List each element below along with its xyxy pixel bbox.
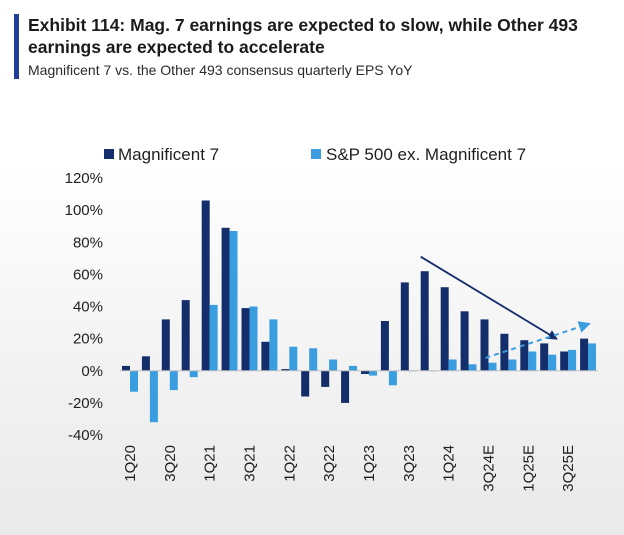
bar-magnificent-7-2q23 <box>380 321 389 371</box>
chart-title: Exhibit 114: Mag. 7 earnings are expecte… <box>28 14 624 58</box>
bar-magnificent-7-3q22 <box>321 370 330 387</box>
chart-header: Exhibit 114: Mag. 7 earnings are expecte… <box>14 14 624 79</box>
bar-sp500-ex-mag7-2q23 <box>388 370 397 386</box>
chart-title-line-2: earnings are expected to accelerate <box>28 37 325 57</box>
bar-sp500-ex-mag7-2q21 <box>229 231 238 371</box>
bar-sp500-ex-mag7-3q20 <box>169 370 178 391</box>
bar-magnificent-7-4q21 <box>261 341 270 371</box>
bar-sp500-ex-mag7-2q25e <box>548 354 557 371</box>
bar-magnificent-7-3q25e <box>560 351 569 371</box>
bar-sp500-ex-mag7-2q22 <box>309 348 318 371</box>
bar-sp500-ex-mag7-4q20 <box>189 370 198 378</box>
y-tick-label: 20% <box>73 331 103 348</box>
y-tick-label: 120% <box>65 170 103 187</box>
bar-sp500-ex-mag7-4q25e <box>588 343 596 371</box>
bar-sp500-ex-mag7-2q24 <box>468 364 477 371</box>
bar-magnificent-7-2q24 <box>460 311 469 371</box>
bar-sp500-ex-mag7-4q24e <box>508 359 517 371</box>
legend-swatch <box>311 149 321 159</box>
bar-magnificent-7-1q24 <box>440 287 449 371</box>
x-tick-label: 1Q25E <box>520 445 537 492</box>
x-tick-label: 3Q25E <box>560 445 577 492</box>
bar-sp500-ex-mag7-4q22 <box>349 365 357 371</box>
y-tick-label: 80% <box>73 234 103 251</box>
bar-sp500-ex-mag7-3q24e <box>488 362 497 371</box>
bar-sp500-ex-mag7-4q21 <box>269 319 278 371</box>
bar-magnificent-7-1q21 <box>201 200 210 371</box>
bar-sp500-ex-mag7-1q21 <box>209 304 218 371</box>
bar-magnificent-7-3q21 <box>241 308 250 371</box>
legend-label: Magnificent 7 <box>118 145 219 164</box>
chart-subtitle: Magnificent 7 vs. the Other 493 consensu… <box>28 62 413 78</box>
bar-magnificent-7-1q20 <box>122 365 130 371</box>
bar-sp500-ex-mag7-1q24 <box>448 359 457 371</box>
x-tick-label: 1Q21 <box>202 445 219 482</box>
bar-magnificent-7-4q20 <box>181 300 190 371</box>
y-tick-label: 60% <box>73 266 103 283</box>
bar-sp500-ex-mag7-3q21 <box>249 306 258 371</box>
y-tick-label: 100% <box>65 202 103 219</box>
bar-sp500-ex-mag7-1q20 <box>130 370 138 392</box>
y-tick-label: 0% <box>81 363 103 380</box>
bar-magnificent-7-3q20 <box>161 319 170 371</box>
legend-label: S&P 500 ex. Magnificent 7 <box>326 145 526 164</box>
bar-magnificent-7-2q22 <box>301 370 310 397</box>
legend-swatch <box>104 149 114 159</box>
x-tick-label: 3Q24E <box>480 445 497 492</box>
y-axis: 120% 100% 80% 60% 40% 20% 0% -20% -40% <box>65 170 103 444</box>
bar-magnificent-7-3q24e <box>480 319 489 371</box>
bar-magnificent-7-4q25e <box>580 338 589 371</box>
chart-title-line-1: Exhibit 114: Mag. 7 earnings are expecte… <box>28 15 578 35</box>
bar-sp500-ex-mag7-1q23 <box>369 370 377 376</box>
bar-sp500-ex-mag7-3q22 <box>329 359 338 371</box>
chart-legend: Magnificent 7 S&P 500 ex. Magnificent 7 <box>104 145 526 164</box>
y-tick-label: -20% <box>68 395 103 412</box>
trend-arrow-magnificent-7 <box>420 255 558 340</box>
x-tick-label: 3Q23 <box>401 445 418 482</box>
x-tick-label: 1Q24 <box>441 445 458 482</box>
bar-sp500-ex-mag7-1q22 <box>289 346 298 371</box>
bar-magnificent-7-1q25e <box>520 340 529 371</box>
y-tick-label: 40% <box>73 299 103 316</box>
bars <box>122 200 596 423</box>
bar-sp500-ex-mag7-1q25e <box>528 351 537 371</box>
bar-magnificent-7-4q23 <box>420 271 429 371</box>
x-tick-label: 3Q21 <box>241 445 258 482</box>
bar-magnificent-7-2q25e <box>540 343 549 371</box>
x-tick-label: 3Q20 <box>162 445 179 482</box>
bar-magnificent-7-2q21 <box>221 227 230 371</box>
trend-arrows <box>420 255 591 359</box>
x-tick-label: 1Q20 <box>122 445 139 482</box>
bar-sp500-ex-mag7-3q25e <box>568 349 577 371</box>
bar-magnificent-7-4q22 <box>341 370 350 403</box>
bar-magnificent-7-1q23 <box>361 370 369 374</box>
x-axis: 1Q20 3Q20 1Q21 3Q21 1Q22 3Q22 1Q23 3Q23 1Q24 3Q24… <box>120 370 598 492</box>
bar-magnificent-7-1q22 <box>281 369 290 371</box>
bar-magnificent-7-3q23 <box>400 282 409 371</box>
y-tick-label: -40% <box>68 427 103 444</box>
bar-magnificent-7-2q20 <box>141 356 150 371</box>
bar-sp500-ex-mag7-2q20 <box>149 370 158 423</box>
x-tick-label: 1Q23 <box>361 445 378 482</box>
x-tick-label: 3Q22 <box>321 445 338 482</box>
x-tick-label: 1Q22 <box>281 445 298 482</box>
